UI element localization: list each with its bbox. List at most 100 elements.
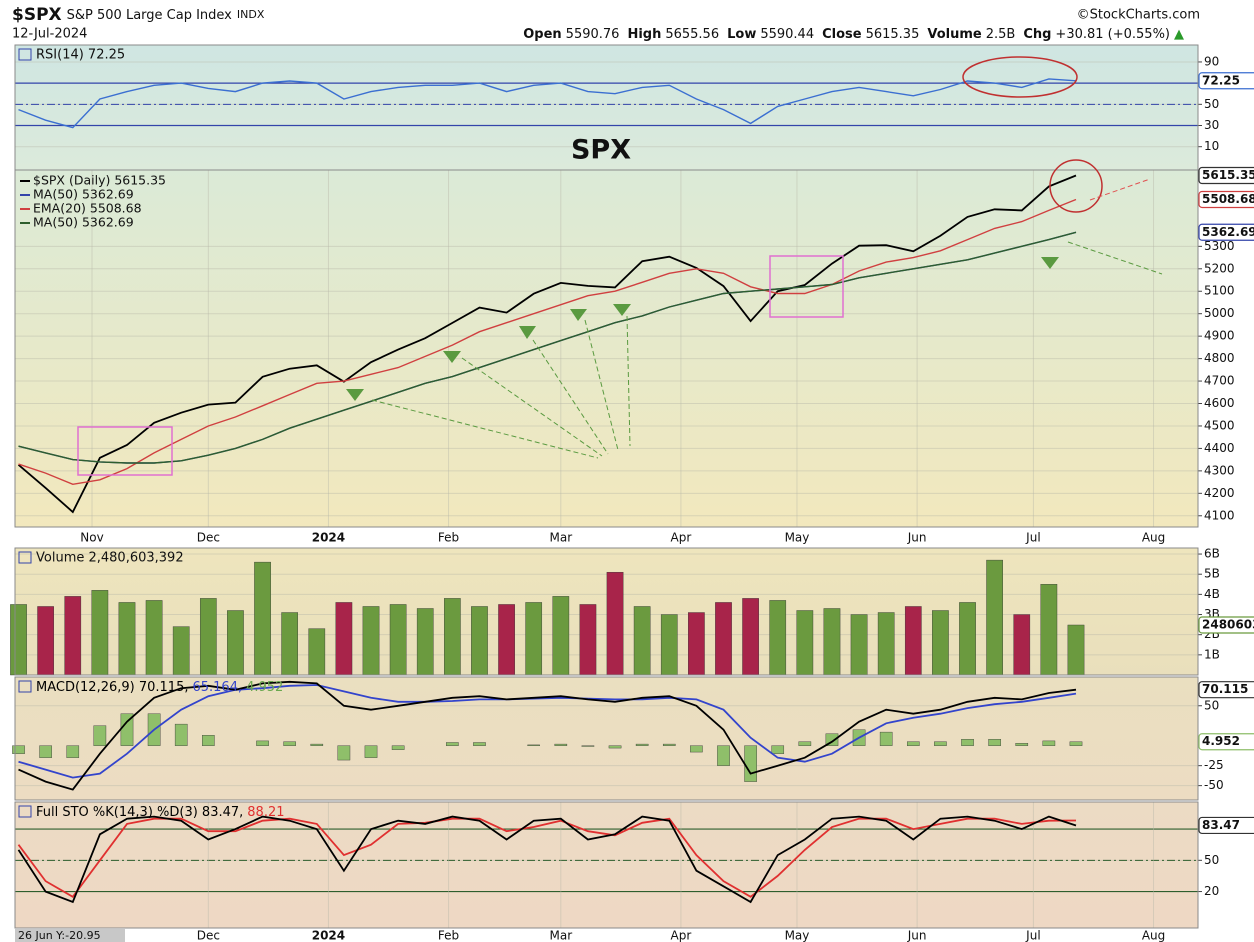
bar: [988, 739, 1001, 746]
legend-entry: $SPX (Daily) 5615.35: [33, 173, 166, 188]
y-tick-label: 4400: [1204, 441, 1235, 455]
bar: [254, 561, 271, 676]
legend-entry: EMA(20) 5508.68: [33, 201, 142, 216]
title-part: MACD(12,26,9) 70.115,: [36, 680, 188, 695]
bar: [1013, 614, 1031, 676]
last-value-label: 5508.68: [1202, 192, 1254, 206]
x-tick-label: Jun: [907, 929, 927, 942]
bar: [64, 596, 82, 676]
bar: [769, 600, 787, 676]
highlight-circle: [1049, 159, 1103, 213]
bar: [310, 743, 324, 746]
y-tick-label: 5300: [1204, 239, 1235, 253]
highlight-box: [77, 426, 173, 476]
bar: [798, 741, 812, 746]
y-tick-label: 5200: [1204, 261, 1235, 275]
bar: [606, 571, 624, 676]
bar: [823, 608, 841, 676]
quote-label: Low: [727, 27, 756, 42]
y-tick-label: 4600: [1204, 396, 1235, 410]
projection-line: [1067, 241, 1163, 275]
last-value-label: 5362.69: [1202, 225, 1254, 239]
y-tick-label: 30: [1204, 118, 1219, 132]
bar: [202, 735, 215, 746]
bar: [389, 604, 407, 676]
title-part: 65.164,: [192, 680, 242, 695]
panel-border: [14, 801, 1199, 929]
bar: [690, 745, 703, 753]
cursor-label: 26 Jun Y:-20.95: [18, 929, 101, 942]
bar: [525, 602, 543, 676]
title-part: Full STO %K(14,3) %D(3) 83.47,: [36, 805, 243, 820]
panel-border: [14, 676, 1199, 801]
bar: [579, 604, 597, 676]
series-line: [18, 680, 1077, 791]
series-line: [17, 815, 1077, 904]
x-tick-label: Jul: [1025, 929, 1040, 942]
last-value-box: [1198, 190, 1254, 209]
projection-line: [1089, 178, 1151, 201]
x-tick-label: Dec: [197, 929, 220, 942]
y-tick-label: 4100: [1204, 508, 1235, 522]
x-tick-label: Dec: [197, 531, 220, 545]
bar: [145, 600, 163, 676]
x-tick-label: Feb: [438, 531, 459, 545]
bar: [877, 612, 895, 676]
bar: [473, 742, 486, 746]
y-tick-label: 5100: [1204, 284, 1235, 298]
y-tick-label: 5000: [1204, 306, 1235, 320]
x-tick-label: Feb: [438, 929, 459, 942]
bar: [93, 725, 107, 746]
last-value-label: 83.47: [1202, 818, 1240, 832]
bar: [581, 745, 595, 747]
quote-value: 2.5B: [986, 27, 1016, 42]
bar: [715, 602, 732, 676]
quote-label: High: [627, 27, 661, 42]
bar: [660, 614, 678, 676]
highlight-box: [769, 255, 844, 318]
date: 12-Jul-2024: [12, 27, 87, 42]
bar: [934, 741, 947, 746]
series-line: [18, 198, 1077, 486]
bar: [199, 598, 217, 676]
last-value-box: [1198, 681, 1254, 699]
bar: [796, 610, 814, 676]
bar: [364, 745, 378, 758]
symbol-line: $SPX S&P 500 Large Cap Index INDX: [12, 5, 265, 25]
bar: [39, 745, 52, 758]
bar: [37, 606, 54, 676]
last-value-label: 72.25: [1202, 73, 1240, 87]
bar: [172, 626, 190, 676]
panel-title: Full STO %K(14,3) %D(3) 83.47, 88.21: [36, 805, 285, 820]
bar: [1015, 743, 1029, 746]
bar: [1069, 741, 1083, 746]
exchange: INDX: [237, 8, 265, 21]
y-tick-label: 4B: [1204, 587, 1220, 601]
bar: [471, 606, 488, 676]
last-value-label: 70.115: [1202, 682, 1248, 696]
quote-label: Volume: [927, 27, 982, 42]
annotations: 26 Jun Y:-20.95: [15, 56, 1163, 942]
x-tick-label: 2024: [312, 929, 345, 942]
panel-title: Volume 2,480,603,392: [36, 551, 184, 566]
panel-border: [14, 547, 1199, 676]
quote-value: 5615.35: [866, 27, 920, 42]
symbol: $SPX: [12, 5, 62, 25]
bar: [66, 745, 80, 758]
quote-label: Chg: [1023, 27, 1051, 42]
index-name: S&P 500 Large Cap Index: [67, 8, 233, 23]
bar: [850, 614, 868, 676]
quote-label: Close: [822, 27, 862, 42]
title-icon: [18, 551, 32, 564]
bar: [118, 602, 136, 676]
bar: [444, 598, 461, 676]
panel-background: [15, 170, 1198, 527]
support-markers: [346, 257, 1059, 401]
bar: [1067, 624, 1085, 676]
legend-entry: MA(50) 5362.69: [33, 215, 134, 230]
bar: [527, 744, 540, 746]
bar: [1042, 740, 1056, 746]
panel-background: [15, 45, 1198, 170]
y-tick-label: 10: [1204, 139, 1219, 153]
